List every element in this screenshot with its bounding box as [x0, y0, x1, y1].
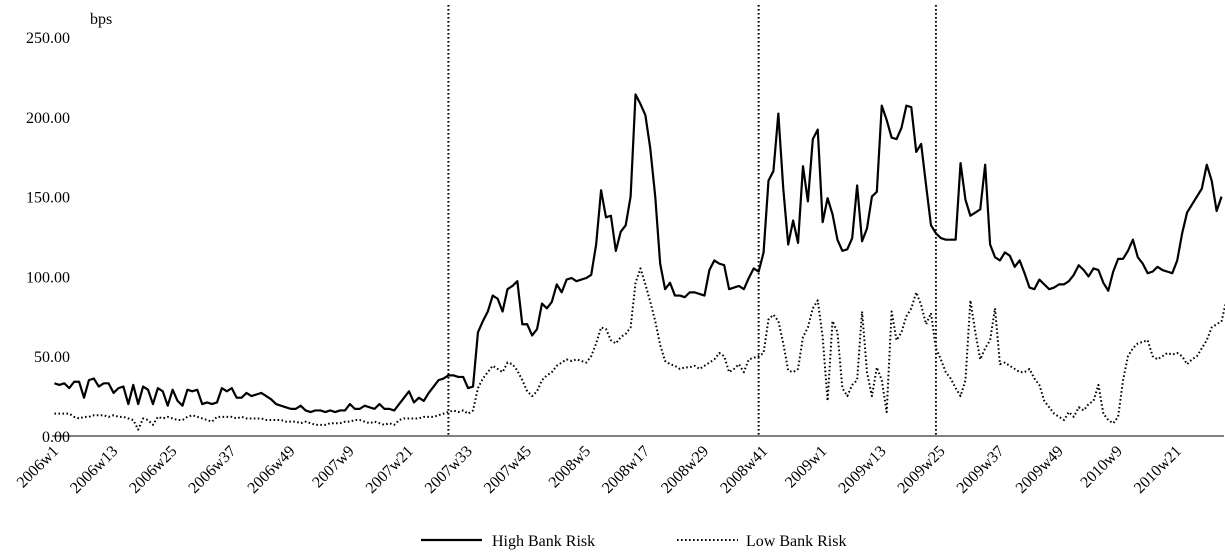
- x-tick-label: 2007w45: [481, 443, 535, 497]
- legend-label-low-bank-risk: Low Bank Risk: [746, 533, 846, 550]
- legend: High Bank Risk Low Bank Risk: [421, 533, 846, 550]
- y-tick-label: 250.00: [26, 30, 70, 47]
- y-tick-label: 150.00: [26, 190, 70, 207]
- x-tick-label: 2009w49: [1013, 443, 1067, 497]
- x-tick-label: 2006w1: [14, 443, 62, 491]
- x-tick-label: 2007w21: [363, 443, 417, 497]
- y-tick-label: 0.00: [42, 429, 70, 446]
- x-tick-label: 2009w25: [895, 443, 949, 497]
- x-tick-label: 2006w25: [126, 443, 180, 497]
- x-tick-label: 2007w9: [309, 443, 357, 491]
- x-tick-label: 2006w37: [185, 443, 239, 497]
- x-tick-label: 2010w21: [1131, 443, 1185, 497]
- y-axis-ticks: 0.00 50.00 100.00 150.00 200.00 250.00: [26, 30, 70, 446]
- x-axis-ticks: 2006w1 2006w13 2006w25 2006w37 2006w49 2007w9…: [14, 443, 1185, 497]
- y-tick-label: 50.00: [34, 349, 70, 366]
- x-tick-label: 2009w1: [782, 443, 830, 491]
- x-tick-label: 2008w5: [546, 443, 594, 491]
- x-tick-label: 2007w33: [422, 443, 476, 497]
- y-tick-label: 100.00: [26, 269, 70, 286]
- x-tick-label: 2009w37: [954, 443, 1008, 497]
- series-lines: [54, 93, 1225, 431]
- x-tick-label: 2008w17: [599, 443, 653, 497]
- series-line-low-bank-risk: [54, 267, 1225, 431]
- x-tick-label: 2010w9: [1077, 443, 1125, 491]
- x-tick-label: 2008w41: [717, 443, 771, 497]
- event-lines: [447, 5, 937, 436]
- x-tick-label: 2006w13: [67, 443, 121, 497]
- x-tick-label: 2009w13: [835, 443, 889, 497]
- x-tick-label: 2006w49: [245, 443, 299, 497]
- y-tick-label: 200.00: [26, 110, 70, 127]
- series-line-high-bank-risk: [54, 93, 1223, 414]
- y-axis-unit-label: bps: [90, 11, 112, 28]
- legend-label-high-bank-risk: High Bank Risk: [492, 533, 595, 550]
- x-tick-label: 2008w29: [658, 443, 712, 497]
